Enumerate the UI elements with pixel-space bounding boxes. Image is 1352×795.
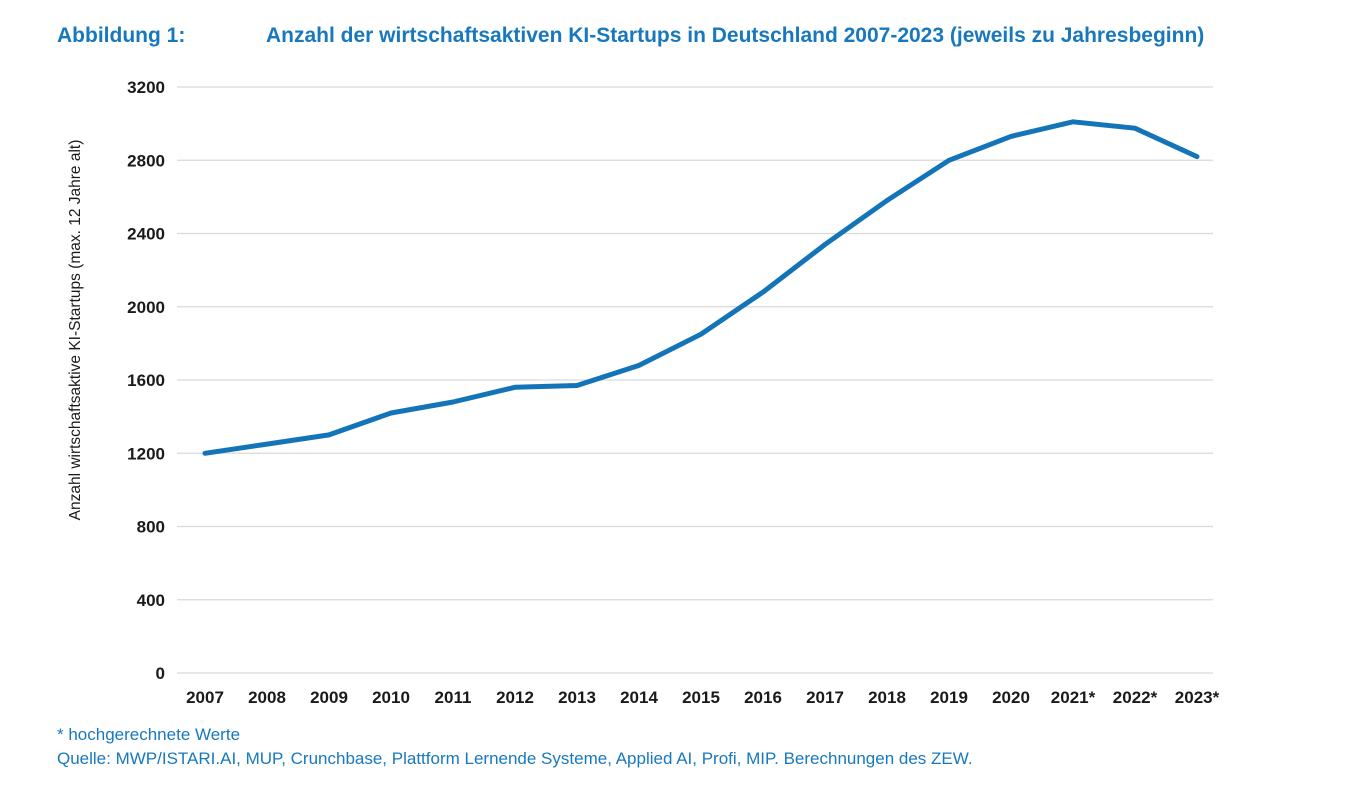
x-tick-label: 2020 — [992, 688, 1030, 707]
x-tick-label: 2023* — [1175, 688, 1220, 707]
footnote-source: Quelle: MWP/ISTARI.AI, MUP, Crunchbase, … — [57, 749, 973, 768]
x-tick-label: 2015 — [682, 688, 720, 707]
x-tick-label: 2010 — [372, 688, 410, 707]
y-tick-label: 1600 — [127, 371, 165, 390]
y-tick-label: 2000 — [127, 298, 165, 317]
x-tick-label: 2007 — [186, 688, 224, 707]
x-tick-label: 2014 — [620, 688, 658, 707]
x-tick-label: 2008 — [248, 688, 286, 707]
y-tick-label: 400 — [137, 591, 165, 610]
y-tick-label: 1200 — [127, 444, 165, 463]
x-tick-label: 2013 — [558, 688, 596, 707]
x-tick-label: 2016 — [744, 688, 782, 707]
footnotes: * hochgerechnete Werte Quelle: MWP/ISTAR… — [57, 723, 973, 771]
y-tick-label: 800 — [137, 518, 165, 537]
figure-title: Anzahl der wirtschaftsaktiven KI-Startup… — [266, 24, 1205, 47]
x-tick-label: 2009 — [310, 688, 348, 707]
y-tick-label: 3200 — [127, 78, 165, 97]
x-tick-label: 2019 — [930, 688, 968, 707]
data-line — [202, 119, 1200, 456]
footnote-asterisk: * hochgerechnete Werte — [57, 725, 241, 744]
x-tick-label: 2017 — [806, 688, 844, 707]
x-tick-label: 2012 — [496, 688, 534, 707]
y-tick-label: 2800 — [127, 151, 165, 170]
x-tick-label: 2018 — [868, 688, 906, 707]
x-tick-label: 2011 — [435, 688, 472, 707]
y-tick-label: 2400 — [127, 225, 165, 244]
x-tick-label: 2021* — [1051, 688, 1096, 707]
figure-label: Abbildung 1: — [57, 24, 186, 47]
y-tick-label: 0 — [156, 664, 165, 683]
x-tick-label: 2022* — [1113, 688, 1158, 707]
y-axis-title: Anzahl wirtschaftsaktive KI-Startups (ma… — [67, 140, 84, 521]
